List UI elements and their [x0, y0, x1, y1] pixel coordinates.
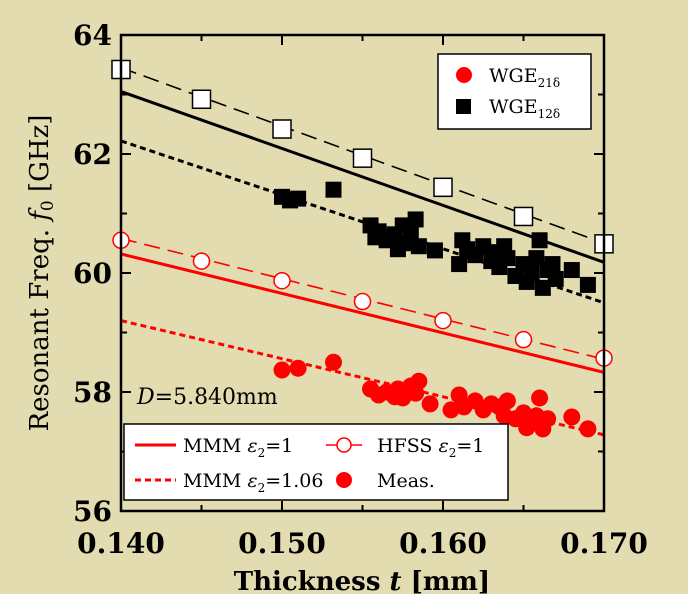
meas-point-0-36: [563, 262, 580, 279]
meas-point-0-32: [534, 279, 551, 296]
meas-point-0-13: [407, 211, 424, 228]
meas-point-0-37: [579, 276, 596, 293]
meas-point-0-29: [523, 265, 540, 281]
hfss-point-0-3: [352, 148, 373, 168]
meas-point-1-11: [410, 372, 428, 390]
hfss-point-1-4: [434, 311, 452, 330]
y-tick-label-1: 58: [73, 376, 112, 409]
hfss-point-1-1: [192, 252, 211, 270]
legend-bottom: MMM ε2=1 HFSS ε2=1 MMM ε2=1.06 Meas.: [123, 423, 509, 501]
legend-wge21-marker: [456, 67, 472, 83]
hfss-point-0-1: [191, 89, 212, 110]
meas-point-1-21: [498, 392, 516, 410]
y-axis-label: Resonant Freq. f0 [GHz]: [25, 115, 58, 432]
meas-point-1-27: [531, 389, 549, 407]
meas-point-0-16: [451, 256, 468, 273]
meas-point-0-15: [426, 242, 443, 259]
meas-point-0-35: [547, 270, 564, 287]
x-tick-label-3: 0.170: [560, 527, 648, 560]
meas-point-1-8: [394, 389, 412, 407]
annotation-diameter: D=5.840mm: [136, 385, 278, 410]
meas-point-1-31: [579, 420, 597, 438]
hfss-point-0-2: [272, 119, 292, 139]
legend-top: WGE21δ WGE12δ: [437, 53, 592, 130]
meas-point-0-25: [499, 250, 516, 267]
meas-point-1-12: [421, 395, 439, 413]
meas-point-1-13: [442, 401, 460, 419]
legend-wge21-label: WGE21δ: [489, 65, 560, 90]
y-tick-label-2: 60: [73, 257, 112, 290]
meas-point-0-2: [290, 190, 307, 207]
series-line-0: [120, 90, 605, 264]
y-tick-label-0: 56: [73, 495, 112, 528]
meas-point-0-34: [544, 256, 561, 273]
y-tick-label-4: 64: [73, 19, 112, 52]
hfss-point-0-5: [513, 206, 534, 227]
x-axis-label: Thickness t [mm]: [234, 567, 490, 594]
legend-mmm-106-label: MMM ε2=1.06: [183, 470, 323, 495]
meas-point-1-0: [273, 361, 291, 379]
legend-hfss-swatch-marker: [336, 437, 352, 453]
hfss-point-1-2: [273, 271, 291, 290]
meas-point-0-14: [410, 238, 427, 255]
meas-point-1-30: [563, 408, 581, 426]
x-tick-label-0: 0.140: [77, 527, 165, 560]
meas-point-1-1: [289, 359, 307, 377]
meas-point-0-3: [325, 181, 342, 198]
legend-wge12-label: WGE12δ: [489, 96, 560, 121]
legend-wge12-marker: [456, 99, 471, 114]
hfss-point-0-4: [433, 177, 453, 198]
meas-point-1-29: [539, 410, 557, 428]
y-tick-label-3: 62: [73, 138, 112, 171]
plot-content: [111, 59, 614, 438]
axis-ticks: 0.140 0.150 0.160 0.170 56 58 60 62 64: [73, 19, 648, 560]
hfss-point-1-3: [353, 292, 372, 311]
meas-point-0-31: [531, 232, 548, 249]
legend-mmm-1-label: MMM ε2=1: [183, 435, 293, 460]
legend-top-box: [437, 53, 592, 130]
series-line-3: [120, 252, 605, 374]
x-tick-label-2: 0.160: [399, 527, 487, 560]
legend-hfss-label: HFSS ε2=1: [377, 435, 484, 460]
hfss-point-1-5: [514, 330, 533, 349]
legend-bottom-box: [123, 423, 509, 501]
legend-meas-label: Meas.: [377, 470, 435, 492]
meas-point-1-2: [325, 353, 343, 371]
x-tick-label-1: 0.150: [238, 527, 326, 560]
legend-meas-marker: [336, 472, 352, 488]
